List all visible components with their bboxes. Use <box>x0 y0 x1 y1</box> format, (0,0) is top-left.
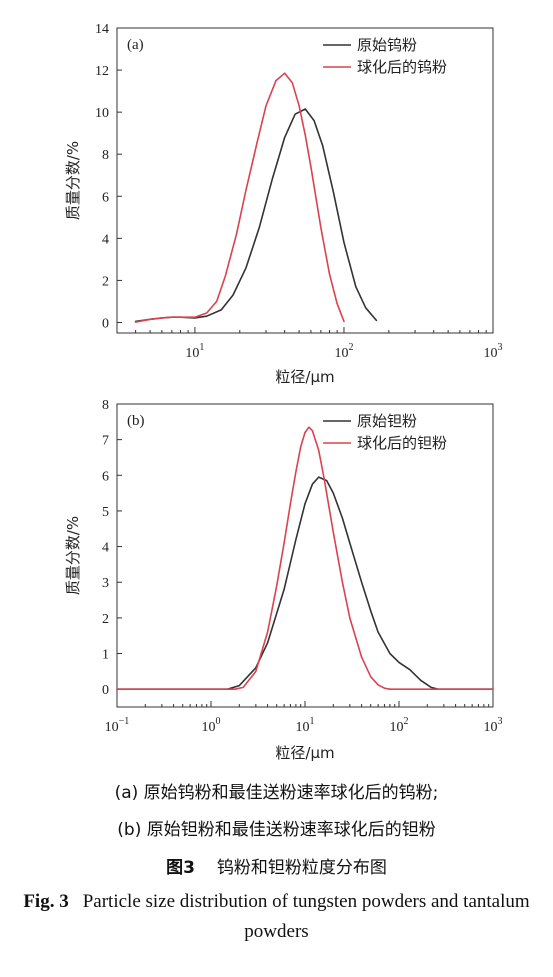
y-tick-label: 3 <box>102 576 109 591</box>
y-tick-label: 5 <box>102 505 109 520</box>
x-tick-label: 10−1 <box>105 716 130 735</box>
y-tick-label: 0 <box>102 683 109 698</box>
x-tick-label: 101 <box>296 716 315 735</box>
caption-figure-cn-label: 图3 <box>166 858 195 878</box>
caption-figure-cn-text: 钨粉和钽粉粒度分布图 <box>216 858 387 878</box>
legend-label: 球化后的钽粉 <box>357 434 447 452</box>
x-tick-exponent: 2 <box>348 342 353 353</box>
x-tick-exponent: 3 <box>498 342 503 353</box>
y-tick-label: 14 <box>95 22 109 37</box>
x-tick-base: 10 <box>334 346 348 361</box>
y-tick-label: 0 <box>102 316 109 331</box>
x-tick-label: 102 <box>390 716 409 735</box>
x-tick-exponent: 3 <box>498 716 503 727</box>
x-tick-label: 101 <box>185 342 204 361</box>
x-tick-label: 100 <box>202 716 221 735</box>
series-line-spheroidized <box>134 72 345 323</box>
x-tick-base: 10 <box>484 346 498 361</box>
panel-label: (b) <box>127 413 145 429</box>
x-tick-exponent: 0 <box>216 716 221 727</box>
y-tick-label: 7 <box>102 434 109 449</box>
caption-figure-en-label: Fig. 3 <box>23 891 69 912</box>
x-tick-exponent: 2 <box>404 716 409 727</box>
x-tick-base: 10 <box>296 720 310 735</box>
x-axis-label: 粒径/μm <box>275 368 334 386</box>
y-tick-label: 1 <box>102 648 109 663</box>
legend-label: 原始钨粉 <box>357 36 417 54</box>
x-tick-base: 10 <box>484 720 498 735</box>
x-tick-base: 10 <box>105 720 119 735</box>
x-tick-base: 10 <box>202 720 216 735</box>
y-tick-label: 10 <box>95 106 109 121</box>
series-line-original <box>134 108 378 323</box>
y-tick-label: 8 <box>102 148 109 163</box>
panel-label: (a) <box>127 37 144 53</box>
caption-line-b: (b) 原始钽粉和最佳送粉速率球化后的钽粉 <box>117 820 436 840</box>
y-tick-label: 6 <box>102 469 109 484</box>
y-tick-label: 12 <box>95 64 109 79</box>
y-tick-label: 8 <box>102 398 109 413</box>
caption-line-a: (a) 原始钨粉和最佳送粉速率球化后的钨粉; <box>114 783 439 803</box>
x-tick-label: 103 <box>484 716 503 735</box>
legend-label: 原始钽粉 <box>357 412 417 430</box>
x-tick-exponent: 1 <box>199 342 204 353</box>
y-tick-label: 6 <box>102 190 109 205</box>
x-tick-label: 103 <box>484 342 503 361</box>
x-tick-base: 10 <box>390 720 404 735</box>
y-axis-label: 质量分数/% <box>64 516 82 595</box>
y-tick-label: 4 <box>102 232 109 247</box>
caption-figure-en: Fig. 3 Particle size distribution of tung… <box>0 887 553 947</box>
x-tick-base: 10 <box>185 346 199 361</box>
caption-figure-en-text: Particle size distribution of tungsten p… <box>82 891 530 942</box>
x-tick-exponent: 1 <box>310 716 315 727</box>
series-line-spheroidized <box>116 426 494 691</box>
plot-frame <box>116 27 494 334</box>
x-tick-exponent: −1 <box>119 716 130 727</box>
series-line-original <box>116 476 494 691</box>
y-tick-label: 2 <box>102 612 109 627</box>
y-axis-label: 质量分数/% <box>64 141 82 220</box>
x-axis-label: 粒径/μm <box>275 744 334 762</box>
y-tick-label: 2 <box>102 274 109 289</box>
x-tick-label: 102 <box>334 342 353 361</box>
y-tick-label: 4 <box>102 541 109 556</box>
caption-figure-cn: 图3 钨粉和钽粉粒度分布图 <box>0 853 553 878</box>
legend-label: 球化后的钨粉 <box>357 58 447 76</box>
